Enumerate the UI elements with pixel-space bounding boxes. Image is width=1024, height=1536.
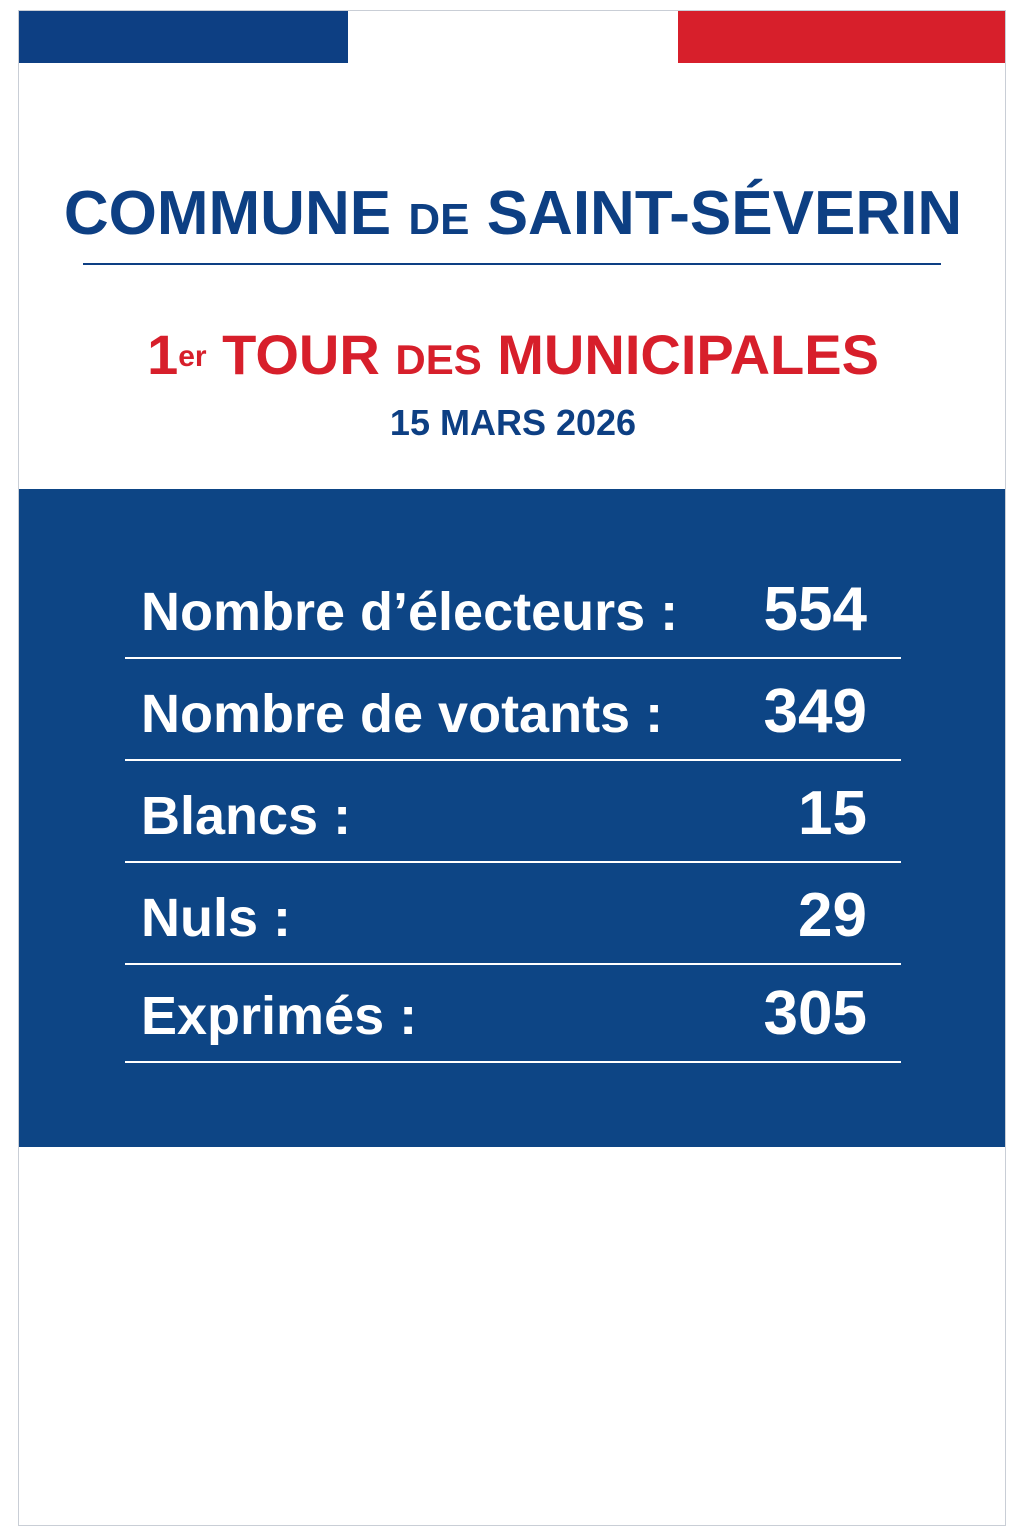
result-label: Nombre d’électeurs :: [141, 582, 679, 642]
result-value: 305: [763, 979, 867, 1048]
title-commune-name: SAINT-SÉVERIN: [486, 179, 963, 248]
result-label: Nuls :: [141, 888, 292, 948]
result-label: Nombre de votants :: [141, 684, 664, 744]
round-municipales: MUNICIPALES: [497, 323, 879, 386]
result-row-electeurs: Nombre d’électeurs : 554: [125, 557, 901, 659]
round-des: DES: [395, 336, 482, 383]
flag-blue-stripe: [19, 11, 349, 63]
result-row-nuls: Nuls : 29: [125, 863, 901, 965]
flag-red-stripe: [677, 11, 1005, 63]
french-flag-band: [19, 11, 1005, 63]
round-number: 1: [147, 323, 179, 386]
election-round-title: 1er TOUR DES MUNICIPALES: [19, 323, 1005, 392]
result-label: Exprimés :: [141, 986, 418, 1046]
result-row-exprimes: Exprimés : 305: [125, 961, 901, 1063]
result-value: 15: [798, 779, 867, 848]
round-suffix: er: [178, 340, 207, 373]
results-poster: COMMUNE DE SAINT-SÉVERIN 1er TOUR DES MU…: [18, 10, 1006, 1526]
title-divider: [83, 263, 941, 265]
result-value: 554: [763, 575, 867, 644]
result-row-blancs: Blancs : 15: [125, 761, 901, 863]
flag-white-stripe: [348, 11, 678, 63]
result-value: 349: [763, 677, 867, 746]
round-tour: TOUR: [222, 323, 380, 386]
results-panel: Nombre d’électeurs : 554 Nombre de votan…: [19, 489, 1005, 1147]
result-value: 29: [798, 881, 867, 950]
commune-title: COMMUNE DE SAINT-SÉVERIN: [19, 179, 1005, 255]
title-de: DE: [408, 195, 470, 244]
election-date: 15 MARS 2026: [389, 402, 637, 443]
title-commune: COMMUNE: [63, 179, 392, 248]
result-row-votants: Nombre de votants : 349: [125, 659, 901, 761]
result-label: Blancs :: [141, 786, 352, 846]
